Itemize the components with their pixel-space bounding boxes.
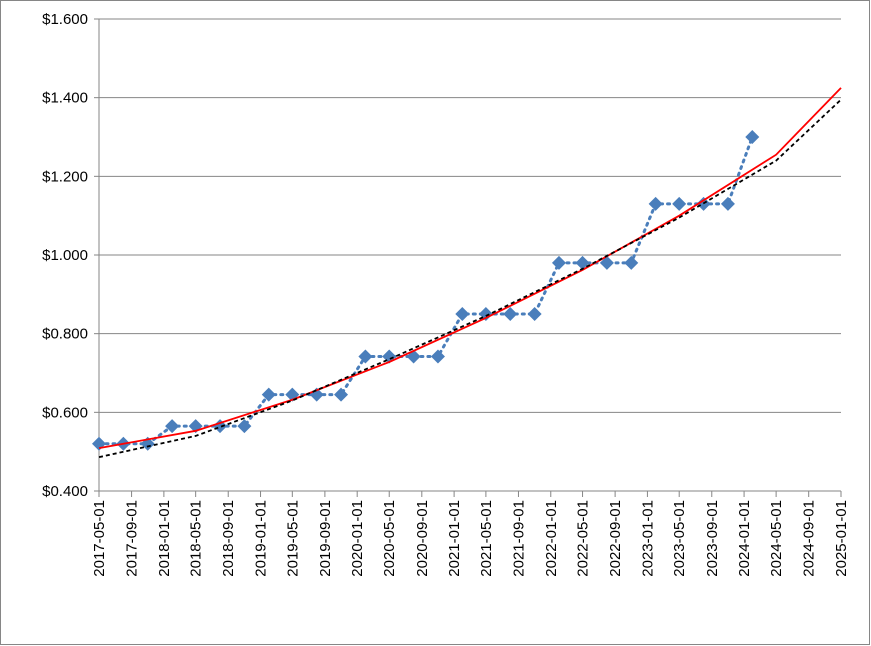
x-tick-label: 2020-05-01 xyxy=(381,500,398,577)
x-tick-label: 2025-01-01 xyxy=(833,500,850,577)
x-tick-label: 2019-05-01 xyxy=(284,500,301,577)
x-tick-label: 2020-01-01 xyxy=(349,500,366,577)
data-point xyxy=(503,307,518,321)
x-tick-label: 2022-05-01 xyxy=(575,500,592,577)
x-tick-label: 2023-05-01 xyxy=(671,500,688,577)
x-tick-label: 2017-05-01 xyxy=(91,500,108,577)
data-point xyxy=(599,255,614,270)
data-point xyxy=(672,196,687,211)
x-tick-label: 2017-09-01 xyxy=(124,500,141,577)
y-tick-label: $1.000 xyxy=(42,247,88,264)
x-tick-label: 2018-05-01 xyxy=(188,500,205,577)
y-tick-label: $1.400 xyxy=(42,90,88,107)
x-tick-label: 2019-09-01 xyxy=(317,500,334,577)
data-point xyxy=(575,255,590,270)
x-tick-label: 2018-09-01 xyxy=(220,500,237,577)
data-point xyxy=(624,255,639,270)
data-point xyxy=(358,349,373,364)
x-tick-label: 2020-09-01 xyxy=(414,500,431,577)
data-point xyxy=(551,255,566,270)
x-tick-label: 2021-09-01 xyxy=(510,500,527,577)
data-point xyxy=(165,419,180,434)
series-line xyxy=(98,98,842,459)
x-tick-label: 2024-05-01 xyxy=(768,500,785,577)
data-point xyxy=(745,130,760,144)
data-point xyxy=(455,307,470,321)
data-point xyxy=(237,419,252,434)
series-line xyxy=(98,87,842,450)
data-point xyxy=(720,196,735,211)
y-tick-label: $0.600 xyxy=(42,404,88,421)
x-tick-label: 2019-01-01 xyxy=(253,500,270,577)
x-tick-label: 2021-01-01 xyxy=(446,500,463,577)
data-point xyxy=(430,349,445,364)
y-tick-label: $0.400 xyxy=(42,483,88,500)
data-point xyxy=(648,196,663,211)
data-point xyxy=(261,387,276,402)
x-tick-label: 2022-09-01 xyxy=(607,500,624,577)
y-tick-label: $0.800 xyxy=(42,326,88,343)
y-tick-label: $1.600 xyxy=(42,11,88,28)
x-tick-label: 2018-01-01 xyxy=(156,500,173,577)
y-tick-label: $1.200 xyxy=(42,168,88,185)
x-tick-label: 2023-09-01 xyxy=(704,500,721,577)
x-tick-label: 2024-09-01 xyxy=(801,500,818,577)
x-tick-label: 2022-01-01 xyxy=(543,500,560,577)
x-tick-label: 2024-01-01 xyxy=(736,500,753,577)
x-tick-label: 2023-01-01 xyxy=(639,500,656,577)
x-tick-label: 2021-05-01 xyxy=(478,500,495,577)
data-point xyxy=(527,307,542,321)
data-point xyxy=(334,387,349,402)
